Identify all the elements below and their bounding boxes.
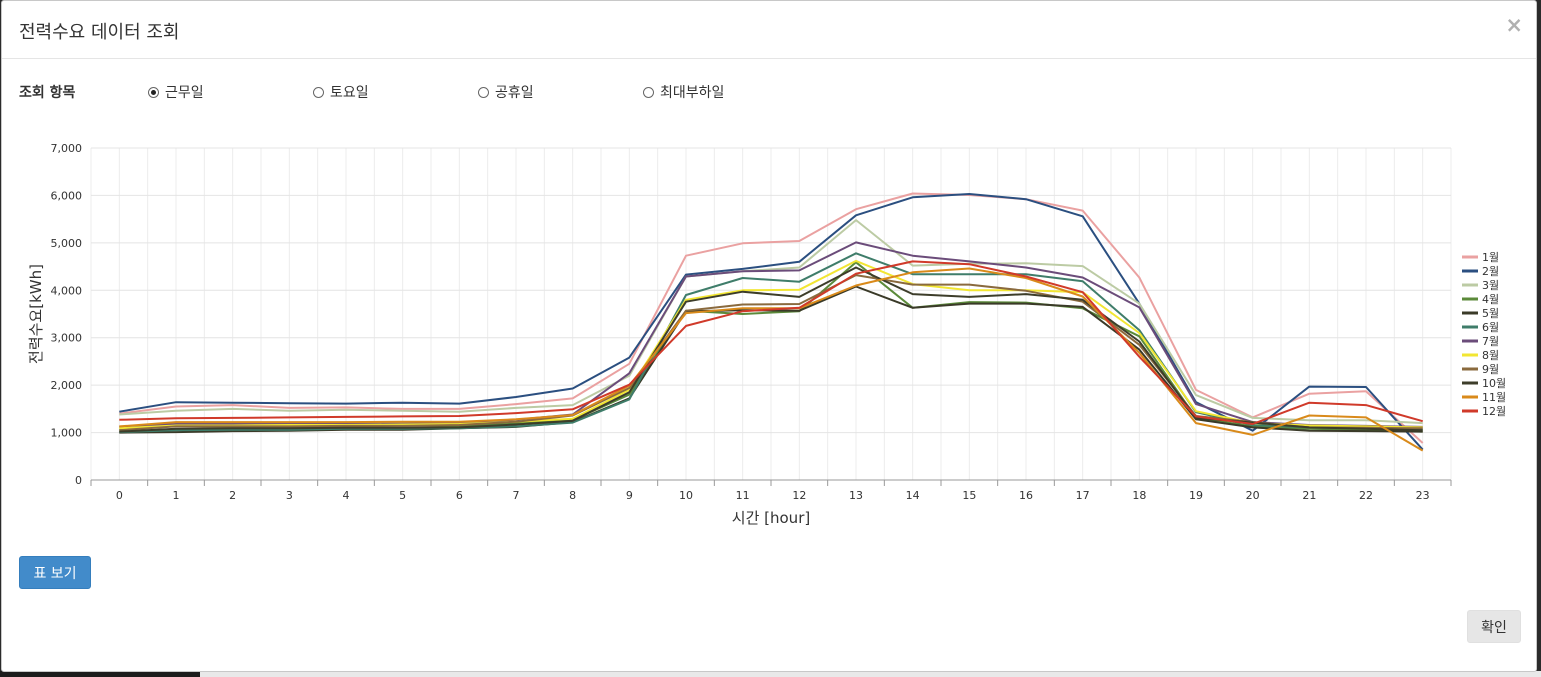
x-tick-label: 0 [116, 489, 123, 502]
legend-label: 6월 [1482, 321, 1499, 334]
query-option-label: 조회 항목 [19, 85, 76, 101]
legend-label: 7월 [1482, 335, 1499, 348]
legend-label: 8월 [1482, 349, 1499, 362]
y-tick-label: 6,000 [51, 189, 83, 202]
x-tick-label: 18 [1132, 489, 1146, 502]
radio-unchecked-icon[interactable] [643, 86, 654, 98]
legend-label: 9월 [1482, 363, 1499, 376]
x-tick-label: 14 [906, 489, 920, 502]
legend-label: 4월 [1482, 293, 1499, 306]
series-line [119, 192, 1424, 444]
radio-peak-load-day[interactable]: 최대부하일 [643, 82, 724, 102]
radio-weekday[interactable]: 근무일 [148, 82, 204, 102]
series-line [119, 241, 1423, 428]
x-tick-label: 13 [849, 489, 863, 502]
y-tick-label: 0 [75, 474, 82, 487]
x-tick-label: 23 [1416, 489, 1430, 502]
y-tick-label: 3,000 [51, 332, 83, 345]
x-tick-label: 21 [1302, 489, 1316, 502]
series-line [119, 252, 1423, 434]
legend-label: 3월 [1482, 279, 1499, 292]
y-axis-title: 전력수요[kWh] [27, 264, 45, 364]
legend-label: 2월 [1482, 265, 1499, 278]
x-tick-label: 7 [513, 489, 520, 502]
x-tick-label: 4 [343, 489, 350, 502]
x-tick-label: 10 [679, 489, 693, 502]
radio-label: 토요일 [330, 85, 369, 101]
y-tick-label: 7,000 [51, 142, 83, 155]
x-tick-label: 20 [1246, 489, 1260, 502]
y-tick-label: 2,000 [51, 379, 83, 392]
radio-label: 최대부하일 [660, 85, 725, 101]
series-line [119, 260, 1423, 425]
x-tick-label: 5 [399, 489, 406, 502]
legend-label: 12월 [1482, 405, 1506, 418]
radio-saturday[interactable]: 토요일 [313, 82, 369, 102]
x-tick-label: 3 [286, 489, 293, 502]
x-tick-label: 2 [229, 489, 236, 502]
background-strip [0, 671, 1541, 677]
x-tick-label: 9 [626, 489, 633, 502]
x-tick-label: 16 [1019, 489, 1033, 502]
x-axis-title: 시간 [hour] [732, 509, 810, 527]
table-view-button[interactable]: 표 보기 [19, 556, 91, 589]
legend-label: 5월 [1482, 307, 1499, 320]
x-tick-label: 12 [792, 489, 806, 502]
x-tick-label: 22 [1359, 489, 1373, 502]
x-tick-label: 1 [173, 489, 180, 502]
series-line [119, 267, 1424, 452]
x-tick-label: 6 [456, 489, 463, 502]
x-tick-label: 19 [1189, 489, 1203, 502]
close-icon[interactable]: × [1505, 13, 1523, 37]
radio-unchecked-icon[interactable] [478, 86, 489, 98]
legend-label: 11월 [1482, 391, 1506, 404]
series-line [119, 219, 1423, 425]
legend-label: 10월 [1482, 377, 1506, 390]
dialog-header: 전력수요 데이터 조회 × [2, 1, 1536, 59]
confirm-button[interactable]: 확인 [1467, 610, 1521, 643]
dialog-title: 전력수요 데이터 조회 [19, 22, 180, 43]
radio-unchecked-icon[interactable] [313, 86, 324, 98]
y-tick-label: 5,000 [51, 237, 83, 250]
radio-label: 근무일 [165, 85, 204, 101]
y-tick-label: 1,000 [51, 427, 83, 440]
y-tick-label: 4,000 [51, 284, 83, 297]
series-line [119, 266, 1423, 433]
radio-checked-icon[interactable] [148, 86, 159, 98]
x-tick-label: 17 [1076, 489, 1090, 502]
radio-holiday[interactable]: 공휴일 [478, 82, 534, 102]
x-tick-label: 11 [736, 489, 750, 502]
radio-label: 공휴일 [495, 85, 534, 101]
legend-label: 1월 [1482, 251, 1499, 264]
x-tick-label: 8 [569, 489, 576, 502]
x-tick-label: 15 [962, 489, 976, 502]
